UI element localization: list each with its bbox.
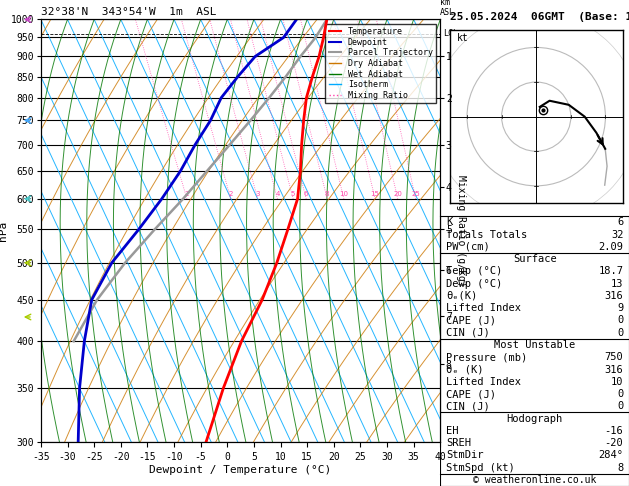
Text: kt: kt — [457, 33, 469, 43]
Text: Hodograph: Hodograph — [506, 414, 563, 424]
Text: 20: 20 — [393, 191, 402, 197]
Text: 8: 8 — [617, 463, 623, 472]
Text: StmSpd (kt): StmSpd (kt) — [446, 463, 515, 472]
Text: 1: 1 — [185, 191, 189, 197]
Text: 18.7: 18.7 — [598, 266, 623, 277]
Text: θₑ (K): θₑ (K) — [446, 364, 484, 375]
Text: PW (cm): PW (cm) — [446, 242, 490, 252]
Y-axis label: Mixing Ratio (g/kg): Mixing Ratio (g/kg) — [455, 175, 465, 287]
Text: 750: 750 — [604, 352, 623, 362]
Text: -16: -16 — [604, 426, 623, 436]
Text: 6: 6 — [304, 191, 308, 197]
Text: K: K — [446, 217, 452, 227]
Text: © weatheronline.co.uk: © weatheronline.co.uk — [473, 475, 596, 485]
Y-axis label: hPa: hPa — [0, 221, 8, 241]
Text: 3: 3 — [255, 191, 260, 197]
Text: 10: 10 — [611, 377, 623, 387]
Text: CAPE (J): CAPE (J) — [446, 389, 496, 399]
Text: km
ASL: km ASL — [440, 0, 455, 17]
Text: Dewp (°C): Dewp (°C) — [446, 278, 502, 289]
Text: Totals Totals: Totals Totals — [446, 230, 527, 240]
Text: CIN (J): CIN (J) — [446, 328, 490, 338]
Text: 32: 32 — [611, 230, 623, 240]
Text: 6: 6 — [617, 217, 623, 227]
Text: -20: -20 — [604, 438, 623, 448]
Text: LCL: LCL — [443, 29, 458, 38]
Text: 8: 8 — [325, 191, 330, 197]
Text: 2: 2 — [228, 191, 233, 197]
Text: 316: 316 — [604, 364, 623, 375]
Text: StmDir: StmDir — [446, 451, 484, 460]
Text: 13: 13 — [611, 278, 623, 289]
Text: Lifted Index: Lifted Index — [446, 377, 521, 387]
Text: EH: EH — [446, 426, 459, 436]
Text: 5: 5 — [291, 191, 296, 197]
Text: Pressure (mb): Pressure (mb) — [446, 352, 527, 362]
Text: 25.05.2024  06GMT  (Base: 18): 25.05.2024 06GMT (Base: 18) — [450, 12, 629, 22]
Text: Most Unstable: Most Unstable — [494, 340, 576, 350]
Text: 2.09: 2.09 — [598, 242, 623, 252]
Text: 284°: 284° — [598, 451, 623, 460]
Text: 4: 4 — [276, 191, 280, 197]
Text: SREH: SREH — [446, 438, 471, 448]
Legend: Temperature, Dewpoint, Parcel Trajectory, Dry Adiabat, Wet Adiabat, Isotherm, Mi: Temperature, Dewpoint, Parcel Trajectory… — [325, 24, 436, 103]
Text: 0: 0 — [617, 389, 623, 399]
Text: Temp (°C): Temp (°C) — [446, 266, 502, 277]
Text: CAPE (J): CAPE (J) — [446, 315, 496, 326]
Text: 32°38'N  343°54'W  1m  ASL: 32°38'N 343°54'W 1m ASL — [41, 7, 216, 17]
Text: 10: 10 — [340, 191, 348, 197]
Text: 0: 0 — [617, 401, 623, 411]
Text: 9: 9 — [617, 303, 623, 313]
X-axis label: Dewpoint / Temperature (°C): Dewpoint / Temperature (°C) — [150, 465, 331, 475]
Text: 0: 0 — [617, 328, 623, 338]
Text: Surface: Surface — [513, 254, 557, 264]
Text: CIN (J): CIN (J) — [446, 401, 490, 411]
Text: 0: 0 — [617, 315, 623, 326]
Text: 316: 316 — [604, 291, 623, 301]
Text: θₑ(K): θₑ(K) — [446, 291, 477, 301]
Text: 15: 15 — [370, 191, 379, 197]
Text: Lifted Index: Lifted Index — [446, 303, 521, 313]
Text: 25: 25 — [411, 191, 420, 197]
